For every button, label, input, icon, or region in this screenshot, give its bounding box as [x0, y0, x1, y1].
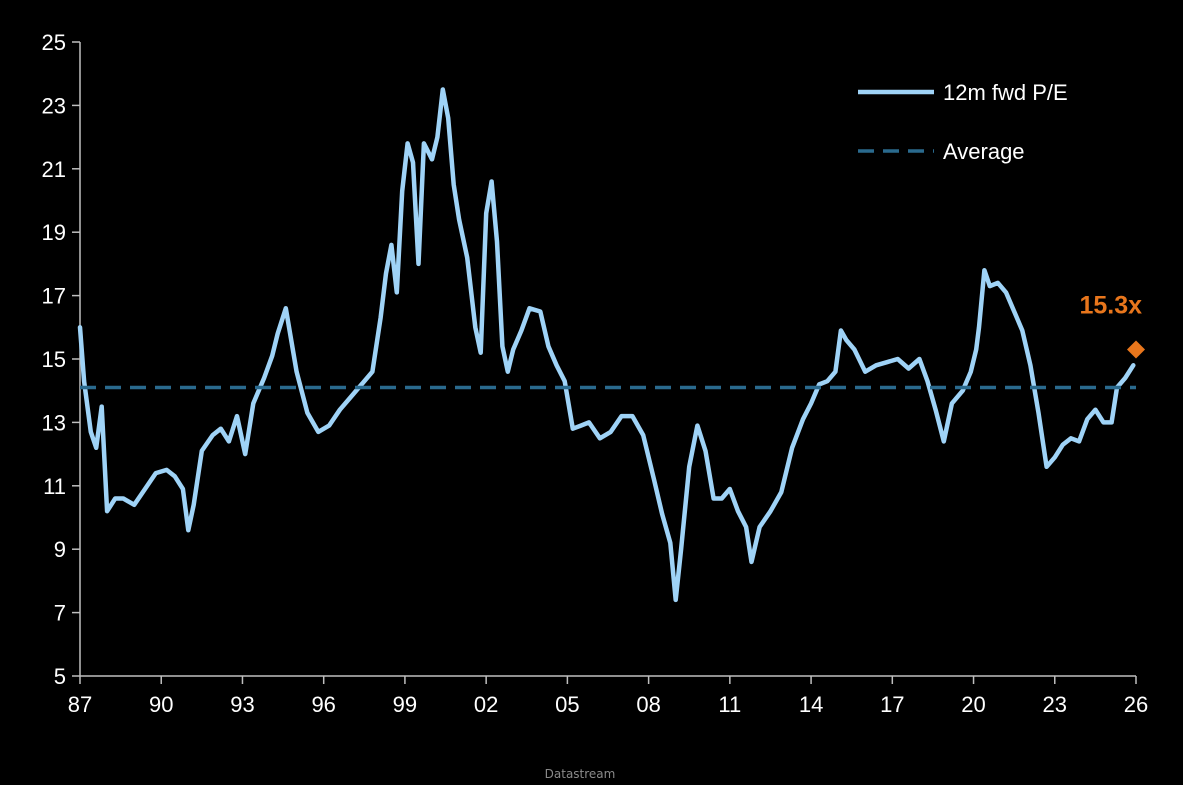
legend-label: Average — [943, 139, 1025, 164]
pe-series-line — [77, 87, 1136, 603]
chart-annotations: 15.3x — [1079, 291, 1145, 359]
x-tick-label: 99 — [393, 692, 417, 717]
y-tick-label: 7 — [54, 601, 66, 626]
x-tick-label: 08 — [636, 692, 660, 717]
y-tick-label: 19 — [42, 220, 66, 245]
x-tick-label: 93 — [230, 692, 254, 717]
x-tick-label: 17 — [880, 692, 904, 717]
chart-axes: 5 7 9 11 13 15 17 19 21 23 25 87 90 93 96 99 02 05 08 11 14 1… — [42, 30, 1149, 717]
source-note: Datastream — [544, 767, 616, 781]
x-tick-label: 26 — [1124, 692, 1148, 717]
x-tick-label: 90 — [149, 692, 173, 717]
latest-value-marker — [1127, 340, 1145, 359]
y-tick-label: 15 — [42, 347, 66, 372]
x-tick-label: 96 — [311, 692, 335, 717]
y-tick-label: 13 — [42, 410, 66, 435]
x-tick-label: 11 — [718, 692, 741, 717]
y-tick-label: 17 — [42, 284, 66, 309]
x-tick-label: 05 — [555, 692, 579, 717]
x-tick-label: 14 — [799, 692, 823, 717]
chart-legend: 12m fwd P/E Average — [858, 80, 1068, 164]
chart-series — [77, 87, 1136, 603]
y-tick-label: 23 — [42, 93, 66, 118]
y-tick-label: 9 — [54, 537, 66, 562]
x-tick-label: 87 — [68, 692, 92, 717]
y-tick-label: 25 — [42, 30, 66, 55]
y-tick-label: 5 — [54, 664, 66, 689]
latest-value-label: 15.3x — [1079, 291, 1142, 319]
x-tick-label: 23 — [1043, 692, 1067, 717]
y-tick-label: 21 — [42, 157, 66, 182]
y-tick-label: 11 — [43, 474, 66, 499]
legend-label: 12m fwd P/E — [943, 80, 1068, 105]
x-tick-label: 02 — [474, 692, 498, 717]
x-tick-label: 20 — [961, 692, 985, 717]
